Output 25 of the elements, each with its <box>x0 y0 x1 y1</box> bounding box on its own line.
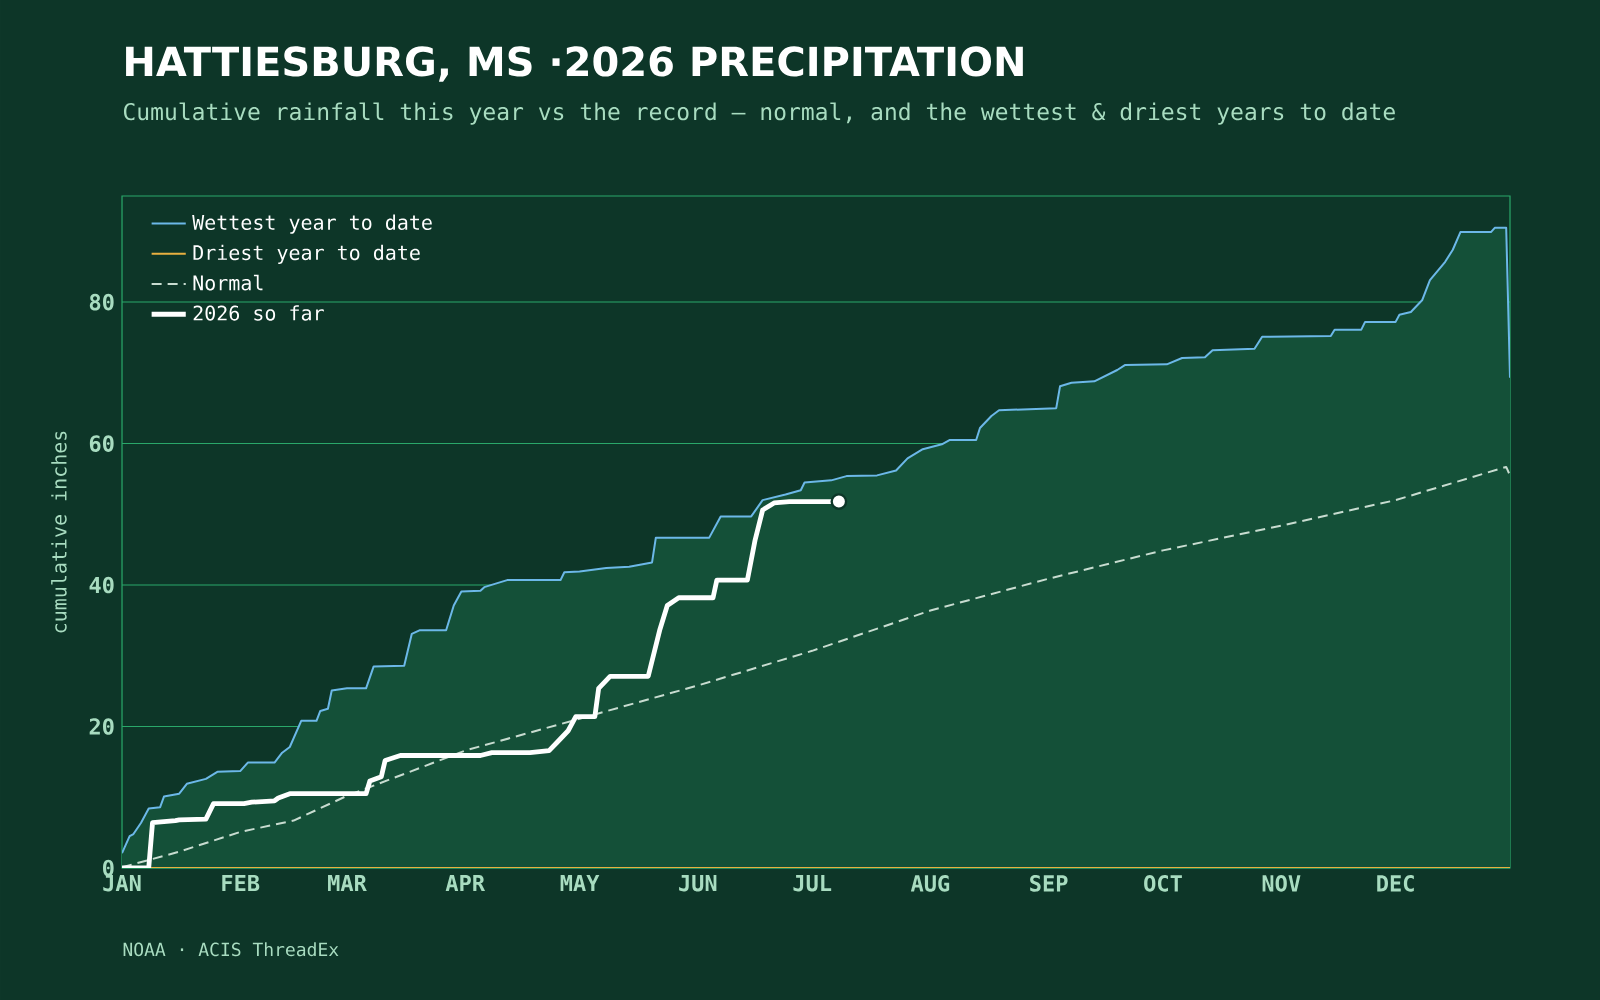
x-tick-label: DEC <box>1377 875 1414 892</box>
legend-label: Normal <box>193 274 263 291</box>
y-tick-label: 40 <box>89 576 114 594</box>
legend-label: Driest year to date <box>193 244 420 265</box>
chart-subtitle: Cumulative rainfall this year vs the record — normal, and the wettest & driest years to date <box>123 102 1395 125</box>
y-axis-title: cumulative inches <box>51 431 67 633</box>
x-tick-label: SEP <box>1030 875 1068 892</box>
x-tick-label: JUL <box>793 875 832 892</box>
x-tick-label: NOV <box>1262 875 1301 892</box>
x-tick-label: OCT <box>1144 875 1182 892</box>
legend-label: Wettest year to date <box>192 214 432 234</box>
x-tick-label: AUG <box>910 875 950 892</box>
x-tick-label: APR <box>445 875 486 892</box>
x-tick-label: FEB <box>222 875 260 892</box>
x-tick-label: MAY <box>560 875 600 892</box>
y-tick-label: 20 <box>89 718 114 735</box>
y-tick-label: 0 <box>103 859 114 877</box>
legend-label: 2026 so far <box>193 305 324 321</box>
y-tick-label: 80 <box>89 293 114 311</box>
chart-title: HATTIESBURG, MS ·2026 PRECIPITATION <box>126 46 1023 82</box>
x-tick-label: JAN <box>103 875 141 892</box>
text: NOAA · ACIS ThreadEx <box>123 942 339 957</box>
y-tick-label: 60 <box>89 435 114 452</box>
x-tick-label: JUN <box>679 875 717 892</box>
x-tick-label: MAR <box>328 875 367 892</box>
